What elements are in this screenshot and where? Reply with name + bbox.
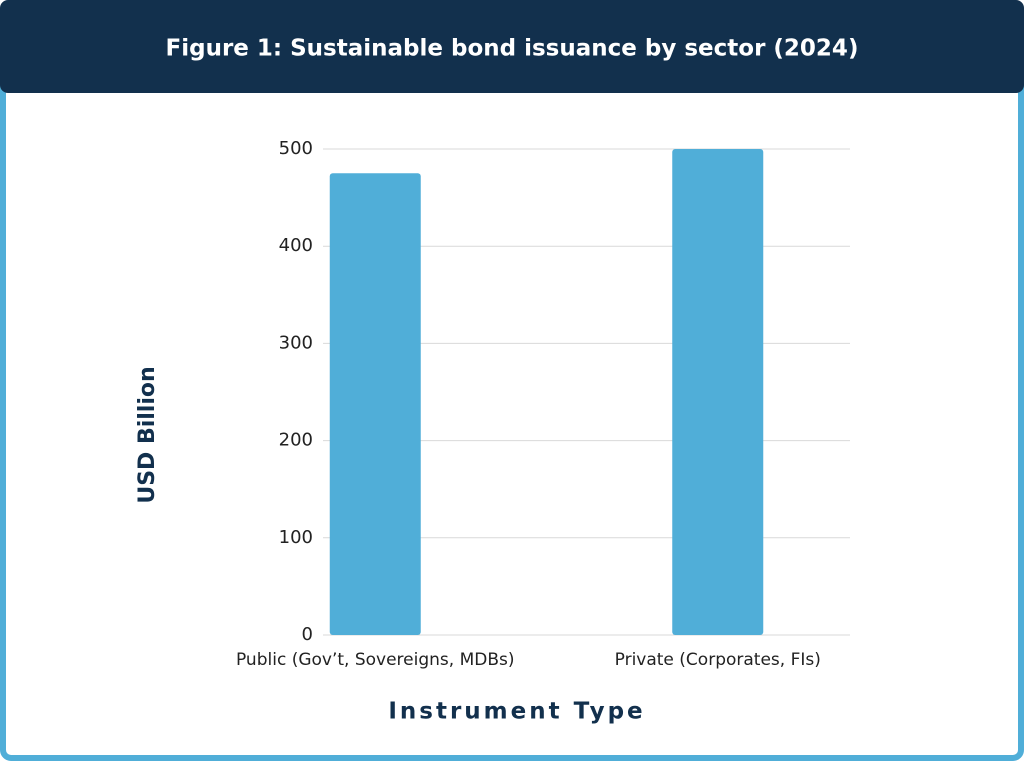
bar <box>329 173 421 636</box>
x-axis-title: Instrument Type <box>388 699 645 725</box>
y-tick-label: 200 <box>279 430 313 451</box>
y-tick-label: 100 <box>279 527 313 548</box>
x-tick-label: Public (Gov’t, Sovereigns, MDBs) <box>236 650 515 670</box>
x-tick-label: Private (Corporates, FIs) <box>615 650 821 670</box>
y-tick-label: 0 <box>302 624 313 645</box>
y-tick-label: 500 <box>279 138 313 159</box>
header <box>0 0 1024 93</box>
y-axis-title: USD Billion <box>135 366 160 503</box>
chart-title: Figure 1: Sustainable bond issuance by s… <box>166 36 859 62</box>
bar <box>672 149 764 635</box>
y-tick-label: 300 <box>279 332 313 353</box>
y-tick-label: 400 <box>279 235 313 256</box>
